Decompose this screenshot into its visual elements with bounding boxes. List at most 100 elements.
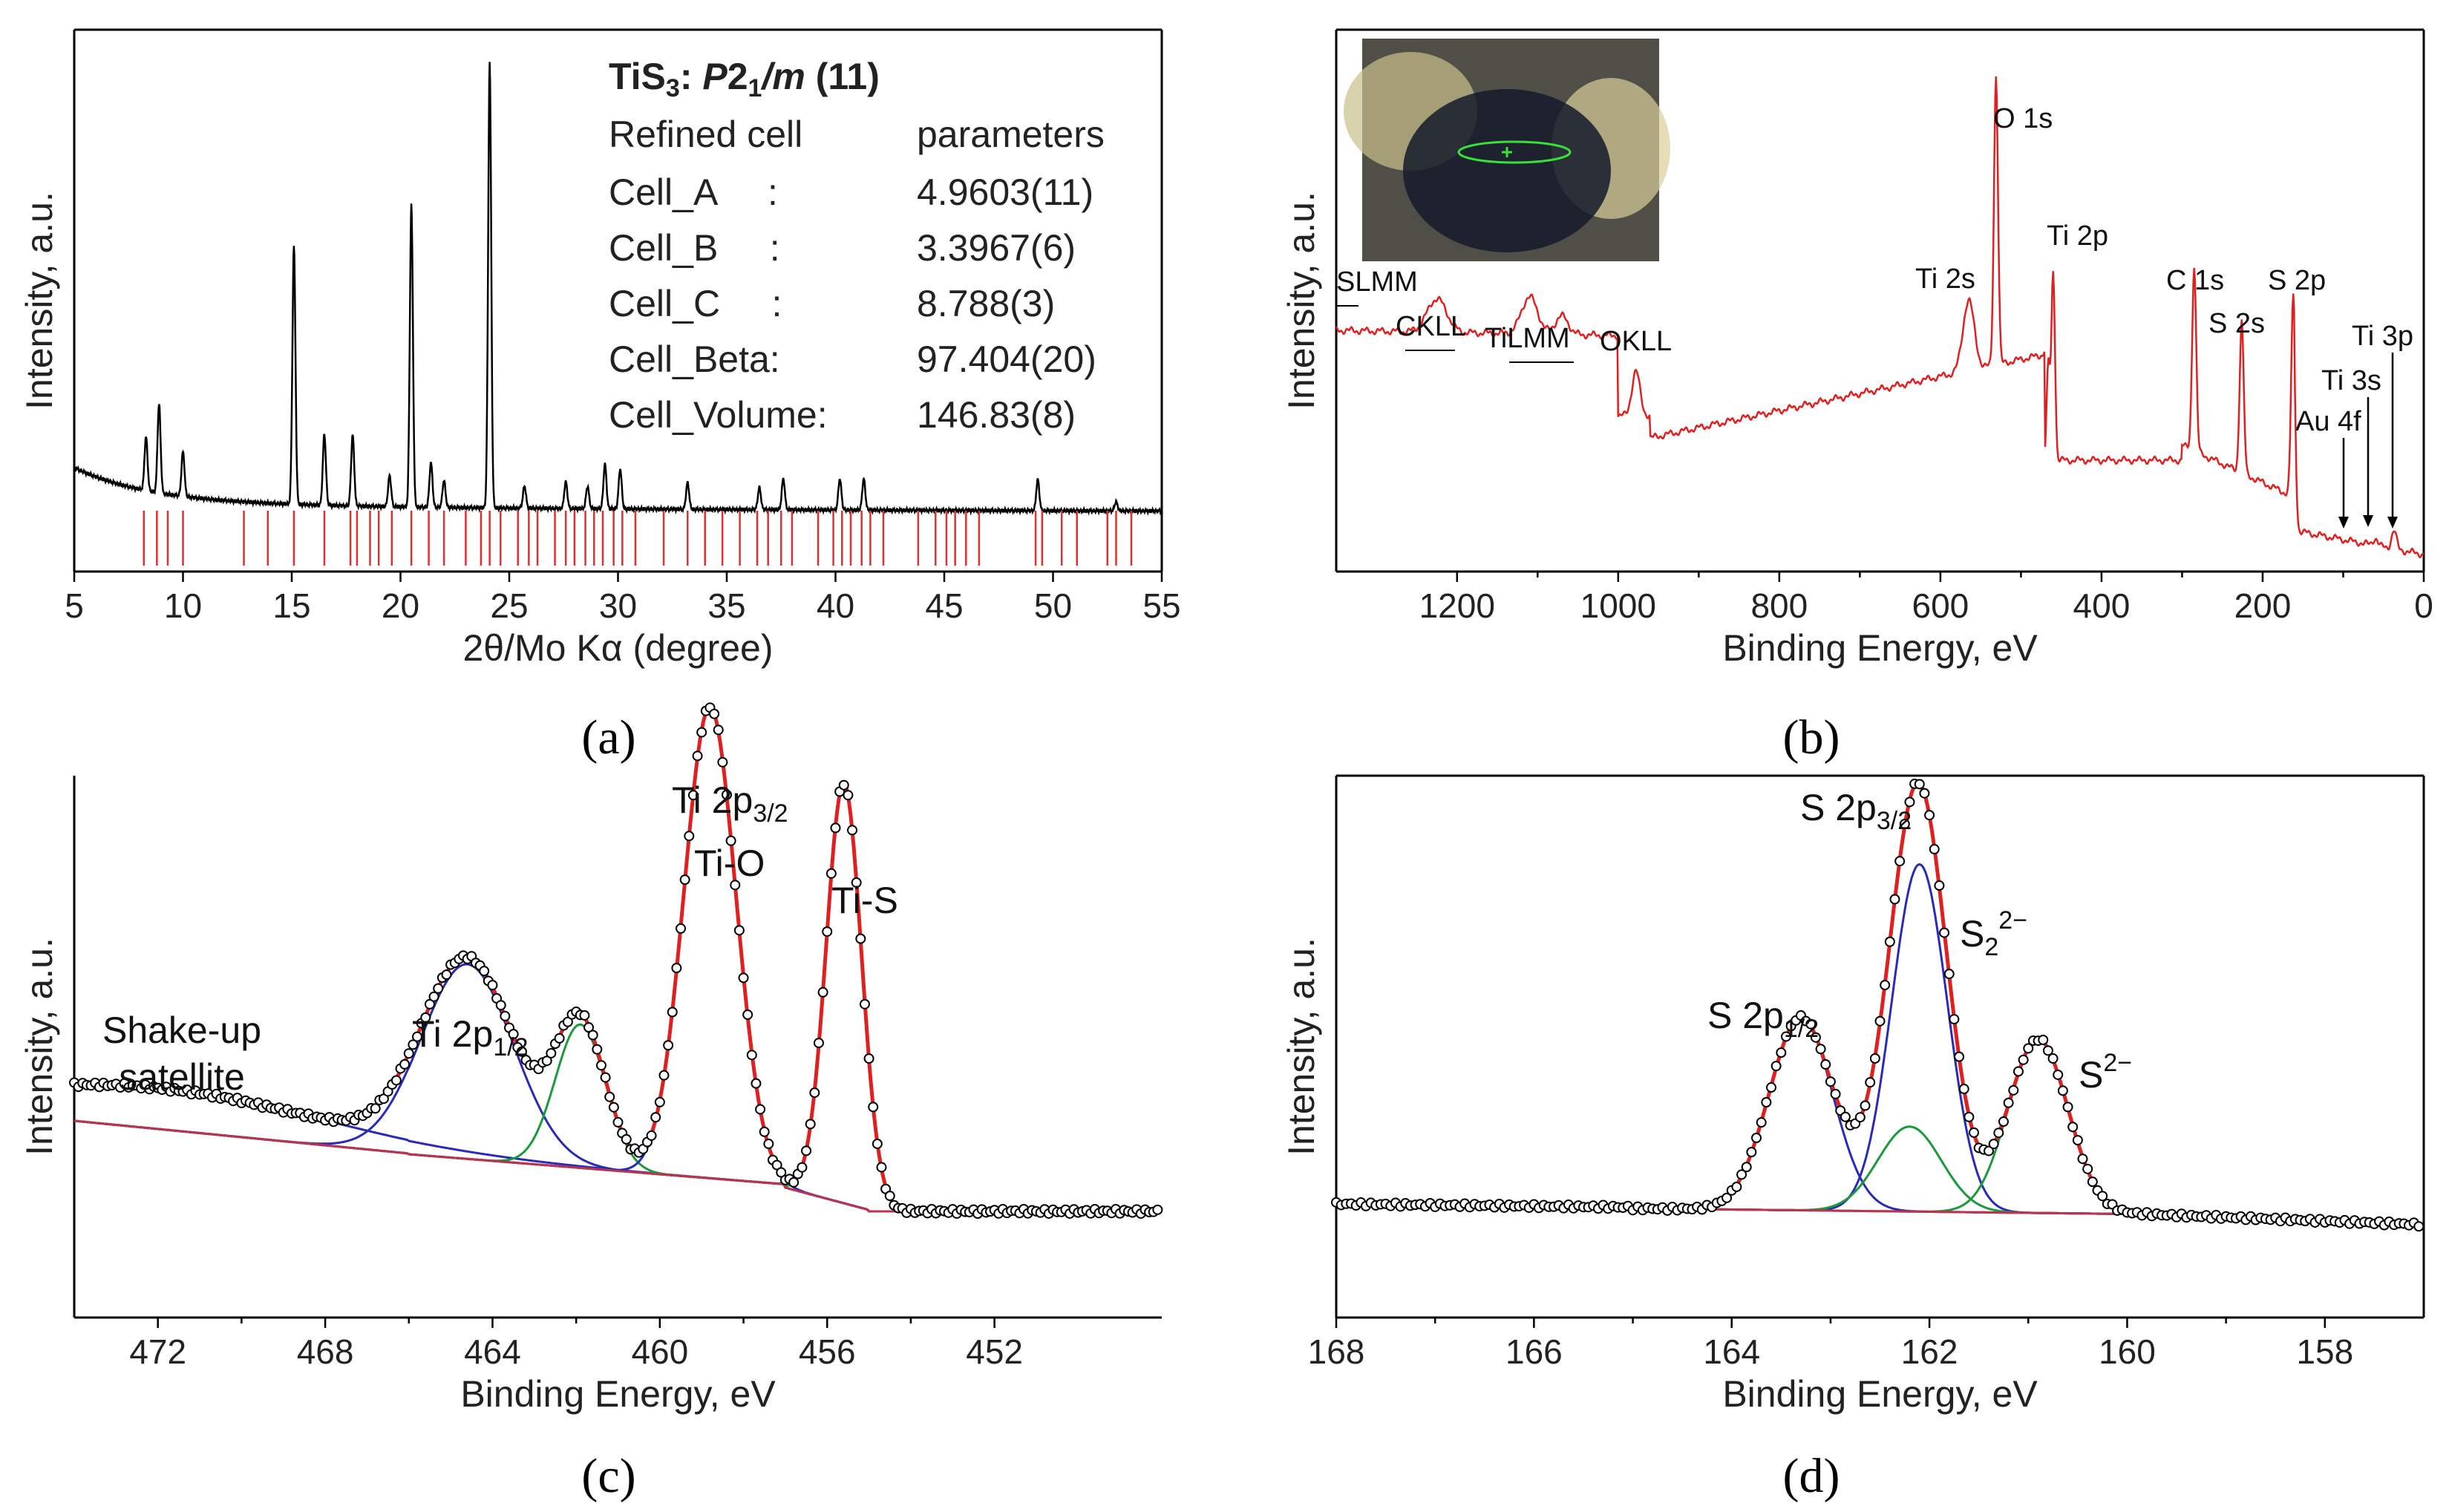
phase-title-part: 3: [666, 74, 680, 102]
data-point: [2413, 1221, 2425, 1232]
peak-label: S 2p: [2268, 265, 2326, 296]
data-point: [433, 983, 444, 994]
data-point: [868, 1102, 879, 1113]
peak-label: S 2s: [2208, 308, 2265, 339]
data-point: [1860, 1100, 1871, 1111]
disulfide-label-part: 2: [1984, 933, 1998, 961]
s2p32-label-part: 3/2: [1877, 807, 1912, 835]
x-tick-label: 1000: [1580, 586, 1656, 625]
arrowhead: [2363, 515, 2373, 527]
data-point: [671, 963, 682, 974]
arrowhead: [2387, 517, 2398, 528]
data-point: [1949, 1014, 1960, 1025]
data-point: [1954, 1051, 1965, 1062]
x-tick-label: 160: [2099, 1332, 2156, 1371]
data-point: [2008, 1084, 2019, 1096]
data-point: [759, 1126, 770, 1137]
data-point: [1152, 1204, 1163, 1215]
data-point: [722, 789, 732, 800]
x-tick-label: 0: [2414, 586, 2433, 625]
ti2p32-label-main: Ti 2p: [672, 779, 753, 821]
data-point: [2018, 1054, 2029, 1065]
data-point: [399, 1058, 411, 1070]
peak-label: Ti 2s: [1915, 264, 1975, 295]
data-point: [583, 1022, 595, 1033]
data-point: [2023, 1043, 2034, 1054]
table-param-value: 97.404(20): [917, 338, 1096, 380]
data-point: [1943, 969, 1955, 980]
x-tick-label: 168: [1308, 1332, 1365, 1371]
x-tick-label: 15: [272, 586, 310, 625]
x-tick-label: 5: [65, 586, 84, 625]
data-point: [755, 1104, 766, 1115]
data-point: [813, 1038, 824, 1049]
phase-title-part: TiS: [609, 56, 666, 97]
data-point: [1984, 1145, 1994, 1156]
ti2p32-label-sub: 3/2: [753, 799, 788, 828]
x-tick-label: 55: [1142, 586, 1180, 625]
data-point: [763, 1139, 774, 1150]
data-point: [621, 1133, 632, 1145]
data-point: [725, 835, 736, 846]
data-point: [546, 1047, 557, 1058]
x-axis-title: Binding Energy, eV: [1722, 1373, 2038, 1415]
data-point: [1988, 1139, 1999, 1150]
data-point: [1939, 927, 1950, 938]
peak-label: Ti 3p: [2352, 321, 2413, 352]
data-point: [2082, 1163, 2093, 1174]
phase-title-part: 2: [727, 56, 748, 97]
data-point: [809, 1087, 820, 1099]
disulfide-label: S22−: [1960, 906, 2027, 961]
x-tick-label: 456: [799, 1332, 856, 1371]
fit-component-line: [73, 705, 951, 1213]
data-point: [1865, 1077, 1876, 1088]
sulfide-label-part: 2−: [2103, 1049, 2132, 1077]
data-point: [872, 1138, 883, 1149]
peak-label: O 1s: [1993, 103, 2053, 134]
data-point: [592, 1044, 603, 1055]
data-point: [717, 756, 728, 768]
data-point: [713, 724, 724, 736]
s2p12-label-part: 1/2: [1784, 1015, 1819, 1043]
x-tick-label: 1200: [1419, 586, 1495, 625]
data-point: [1770, 1061, 1782, 1072]
data-point: [1958, 1084, 1969, 1095]
data-point: [1880, 980, 1891, 991]
data-point: [1825, 1076, 1836, 1087]
data-point: [847, 825, 858, 836]
ti-s-label: Ti-S: [831, 880, 898, 921]
data-point: [1889, 894, 1900, 905]
peak-label: Ti 3s: [2321, 365, 2381, 396]
data-point: [663, 1040, 674, 1051]
data-point: [1776, 1047, 1787, 1058]
data-point: [1969, 1127, 1980, 1138]
peak-label: Au 4f: [2295, 406, 2361, 437]
data-point: [1993, 1128, 2004, 1139]
data-point: [825, 868, 837, 879]
data-point: [654, 1096, 665, 1107]
data-point: [855, 933, 866, 944]
peak-label: CKLL: [1396, 311, 1466, 342]
data-point: [1780, 1031, 1791, 1042]
data-point: [667, 1007, 678, 1018]
data-point: [843, 790, 854, 801]
data-point: [2042, 1045, 2053, 1056]
panel-label-b: (b): [1783, 710, 1840, 765]
table-param-value: 4.9603(11): [917, 171, 1093, 213]
disulfide-label-part: 2−: [1998, 906, 2027, 935]
panel-c: 472 468 464 460 456 452 Binding Energy, eV Inte…: [19, 702, 1163, 1415]
panel-label-a: (a): [581, 710, 635, 765]
data-point: [738, 972, 749, 984]
ti-o-label: Ti-O: [694, 842, 765, 884]
peak-label: OKLL: [1600, 326, 1672, 357]
data-point: [1815, 1044, 1826, 1055]
table-param-value: 8.788(3): [917, 283, 1055, 324]
data-point: [608, 1102, 619, 1113]
data-point: [600, 1072, 611, 1083]
table-header-left: Refined cell: [609, 114, 802, 155]
data-point: [805, 1119, 816, 1130]
x-tick-label: 164: [1703, 1332, 1760, 1371]
data-point: [696, 727, 707, 738]
data-point: [2087, 1176, 2098, 1188]
